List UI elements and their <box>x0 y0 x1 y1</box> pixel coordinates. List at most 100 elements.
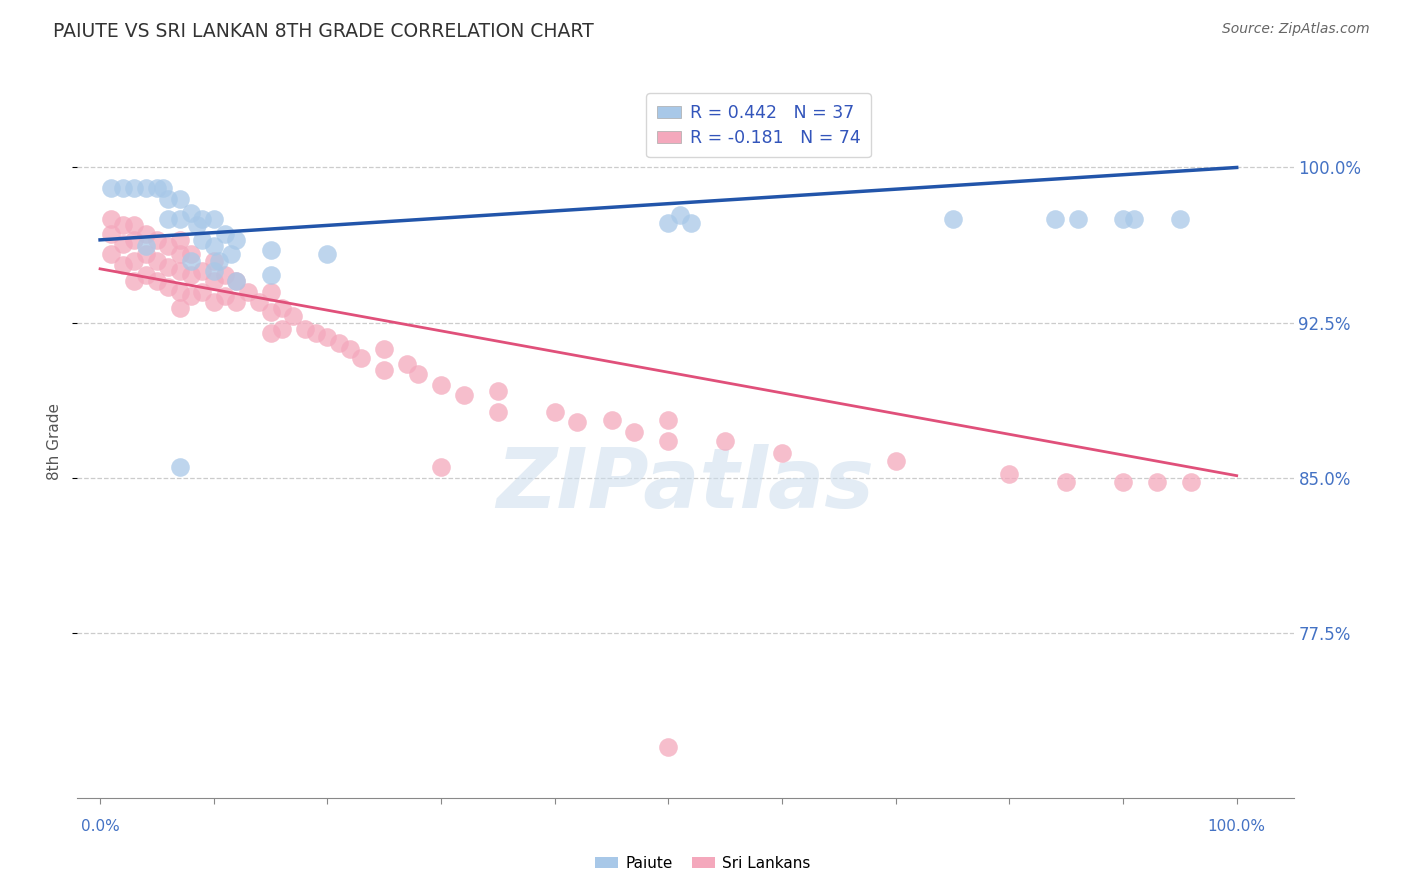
Point <box>169 264 191 278</box>
Point <box>486 384 509 398</box>
Point <box>941 212 963 227</box>
Point <box>214 227 236 241</box>
Point <box>169 247 191 261</box>
Point <box>1112 212 1135 227</box>
Point <box>430 377 453 392</box>
Point <box>259 326 281 340</box>
Point <box>157 212 180 227</box>
Point <box>225 233 247 247</box>
Point <box>111 181 134 195</box>
Point <box>271 322 294 336</box>
Text: PAIUTE VS SRI LANKAN 8TH GRADE CORRELATION CHART: PAIUTE VS SRI LANKAN 8TH GRADE CORRELATI… <box>53 22 595 41</box>
Point <box>259 285 281 299</box>
Point <box>236 285 259 299</box>
Point <box>180 289 202 303</box>
Point <box>544 404 567 418</box>
Point <box>111 219 134 233</box>
Point <box>214 268 236 282</box>
Point <box>350 351 373 365</box>
Point <box>247 294 270 309</box>
Point <box>567 415 589 429</box>
Point <box>486 404 509 418</box>
Point <box>202 264 225 278</box>
Point <box>998 467 1021 481</box>
Point <box>100 212 122 227</box>
Point <box>157 192 180 206</box>
Point <box>208 253 231 268</box>
Point <box>111 237 134 252</box>
Text: ZIPatlas: ZIPatlas <box>496 444 875 524</box>
Point <box>135 239 157 253</box>
Point <box>339 343 361 357</box>
Point <box>225 274 247 288</box>
Point <box>294 322 316 336</box>
Point <box>202 239 225 253</box>
Point <box>186 219 208 233</box>
Point <box>191 285 214 299</box>
Point <box>453 388 475 402</box>
Point <box>157 280 180 294</box>
Point <box>219 247 242 261</box>
Point <box>305 326 328 340</box>
Point <box>259 244 281 258</box>
Point <box>373 343 395 357</box>
Point <box>146 253 169 268</box>
Point <box>1168 212 1191 227</box>
Point <box>408 368 430 382</box>
Point <box>657 739 679 754</box>
Point <box>1123 212 1146 227</box>
Point <box>657 434 679 448</box>
Point <box>169 192 191 206</box>
Point <box>316 247 339 261</box>
Point <box>1054 475 1077 489</box>
Point <box>271 301 294 315</box>
Point <box>657 216 679 230</box>
Point <box>157 260 180 274</box>
Y-axis label: 8th Grade: 8th Grade <box>46 403 62 480</box>
Point <box>122 181 145 195</box>
Point <box>135 227 157 241</box>
Point <box>111 258 134 272</box>
Point <box>1043 212 1066 227</box>
Point <box>169 212 191 227</box>
Point <box>169 460 191 475</box>
Point <box>122 219 145 233</box>
Point <box>100 247 122 261</box>
Point <box>657 413 679 427</box>
Point <box>146 274 169 288</box>
Point <box>157 239 180 253</box>
Point <box>259 305 281 319</box>
Point <box>328 336 350 351</box>
Point <box>135 268 157 282</box>
Point <box>1066 212 1088 227</box>
Point <box>135 247 157 261</box>
Point <box>316 330 339 344</box>
Point <box>122 253 145 268</box>
Point <box>180 247 202 261</box>
Point <box>1180 475 1202 489</box>
Legend: Paiute, Sri Lankans: Paiute, Sri Lankans <box>589 850 817 877</box>
Point <box>884 454 907 468</box>
Point <box>122 233 145 247</box>
Point <box>180 206 202 220</box>
Point <box>202 274 225 288</box>
Point <box>283 310 305 324</box>
Point <box>770 446 793 460</box>
Point <box>1112 475 1135 489</box>
Point <box>259 268 281 282</box>
Point <box>146 233 169 247</box>
Point <box>214 289 236 303</box>
Point <box>169 301 191 315</box>
Point <box>180 268 202 282</box>
Point <box>202 212 225 227</box>
Point <box>1146 475 1168 489</box>
Point <box>623 425 645 440</box>
Point <box>714 434 737 448</box>
Point <box>152 181 174 195</box>
Point <box>395 357 418 371</box>
Point <box>430 460 453 475</box>
Point <box>373 363 395 377</box>
Point <box>169 285 191 299</box>
Point <box>146 181 169 195</box>
Point <box>600 413 623 427</box>
